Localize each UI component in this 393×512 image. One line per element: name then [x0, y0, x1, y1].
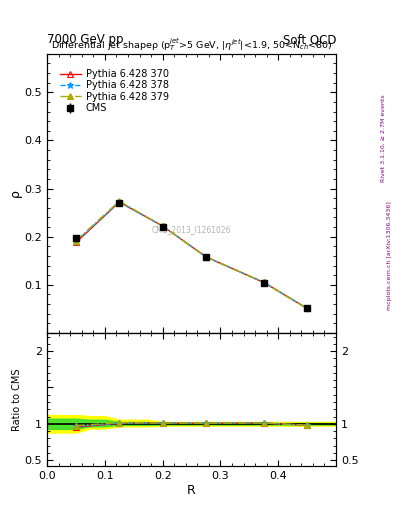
Pythia 6.428 370: [204, 254, 208, 260]
Y-axis label: Ratio to CMS: Ratio to CMS: [12, 368, 22, 431]
Pythia 6.428 379: [305, 305, 310, 311]
Line: Pythia 6.428 370: Pythia 6.428 370: [73, 199, 310, 311]
Pythia 6.428 378: [305, 305, 310, 311]
Pythia 6.428 379: [117, 198, 122, 204]
Pythia 6.428 378: [117, 199, 122, 205]
Line: Pythia 6.428 378: Pythia 6.428 378: [73, 199, 310, 312]
Pythia 6.428 370: [261, 280, 266, 286]
Pythia 6.428 370: [305, 305, 310, 311]
Pythia 6.428 378: [261, 280, 266, 286]
Text: mcplots.cern.ch [arXiv:1306.3436]: mcplots.cern.ch [arXiv:1306.3436]: [387, 202, 391, 310]
Pythia 6.428 379: [204, 254, 208, 260]
Y-axis label: ρ: ρ: [9, 189, 22, 197]
Title: Differential jet shapeρ (p$_T^{jet}$>5 GeV, |$\eta^{jet}$|<1.9, 50<N$_{ch}$<80): Differential jet shapeρ (p$_T^{jet}$>5 G…: [51, 36, 332, 53]
Pythia 6.428 370: [117, 199, 122, 205]
Text: CMS_2013_I1261026: CMS_2013_I1261026: [152, 225, 231, 234]
Pythia 6.428 379: [261, 280, 266, 286]
Pythia 6.428 379: [74, 238, 79, 244]
Line: Pythia 6.428 379: Pythia 6.428 379: [73, 198, 310, 311]
Text: Rivet 3.1.10, ≥ 2.7M events: Rivet 3.1.10, ≥ 2.7M events: [381, 94, 386, 182]
Pythia 6.428 370: [74, 240, 79, 246]
Text: 7000 GeV pp: 7000 GeV pp: [47, 33, 124, 46]
X-axis label: R: R: [187, 483, 196, 497]
Pythia 6.428 370: [160, 223, 165, 229]
Pythia 6.428 378: [160, 223, 165, 229]
Pythia 6.428 378: [204, 254, 208, 260]
Pythia 6.428 379: [160, 223, 165, 229]
Pythia 6.428 378: [74, 239, 79, 245]
Legend: Pythia 6.428 370, Pythia 6.428 378, Pythia 6.428 379, CMS: Pythia 6.428 370, Pythia 6.428 378, Pyth…: [58, 67, 171, 115]
Text: Soft QCD: Soft QCD: [283, 33, 336, 46]
